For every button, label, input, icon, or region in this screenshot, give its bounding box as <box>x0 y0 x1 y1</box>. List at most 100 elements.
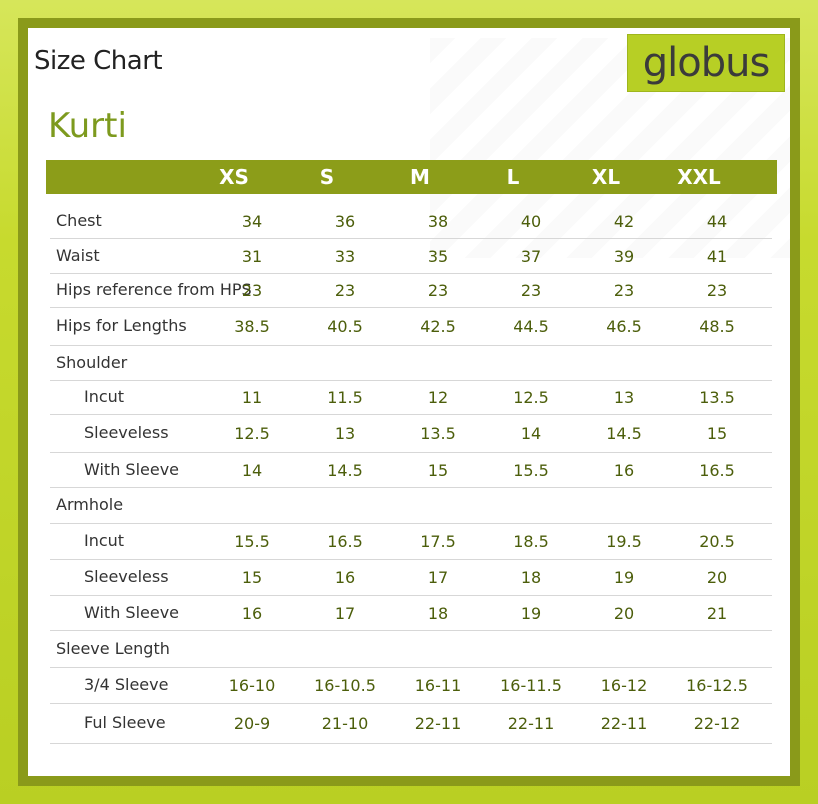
cell-value: 15 <box>706 424 728 443</box>
row-divider <box>50 559 772 560</box>
table-row: Hips reference from HPS 23 23 23 23 23 23 <box>50 274 772 308</box>
cell-value: 15.5 <box>234 532 270 551</box>
cell-value: 42 <box>613 211 635 231</box>
column-header-l: L <box>506 165 520 189</box>
cell-value: 15 <box>241 568 263 587</box>
cell-value: 14.5 <box>606 424 642 443</box>
cell-value: 40.5 <box>327 317 363 336</box>
row-label: Waist <box>56 245 100 265</box>
cell-value: 12.5 <box>513 388 549 407</box>
row-label: Incut <box>84 531 125 550</box>
row-divider <box>50 273 772 274</box>
cell-value: 17 <box>334 603 356 623</box>
row-label: With Sleeve <box>84 459 180 479</box>
row-label: 3/4 Sleeve <box>84 675 169 694</box>
cell-value: 13.5 <box>420 424 456 443</box>
cell-value: 13 <box>334 424 356 443</box>
brand-logo: globus <box>627 34 785 92</box>
table-row: Shoulder <box>50 346 772 381</box>
cell-value: 11.5 <box>327 388 363 407</box>
page-title: Size Chart <box>34 46 163 76</box>
row-divider <box>50 307 772 308</box>
product-name: Kurti <box>48 106 127 146</box>
row-label: Sleeve Length <box>56 638 170 658</box>
cell-value: 16-10 <box>228 676 276 695</box>
row-label: Ful Sleeve <box>84 713 166 732</box>
table-row: Sleeve Length <box>50 631 772 668</box>
cell-value: 15.5 <box>513 460 549 480</box>
table-row: With Sleeve 14 14.5 15 15.5 16 16.5 <box>50 453 772 488</box>
cell-value: 37 <box>520 246 542 266</box>
row-divider <box>50 414 772 415</box>
cell-value: 13.5 <box>699 388 735 407</box>
cell-value: 20 <box>613 603 635 623</box>
cell-value: 44 <box>706 211 728 231</box>
cell-value: 21-10 <box>321 714 369 733</box>
cell-value: 16.5 <box>699 460 735 480</box>
cell-value: 48.5 <box>699 317 735 336</box>
table-row: Sleeveless 15 16 17 18 19 20 <box>50 560 772 596</box>
cell-value: 14 <box>241 460 263 480</box>
cell-value: 16-10.5 <box>314 676 376 695</box>
cell-value: 23 <box>706 281 728 300</box>
column-header-xl: XL <box>591 165 621 189</box>
row-divider <box>50 523 772 524</box>
cell-value: 33 <box>334 246 356 266</box>
cell-value: 19.5 <box>606 532 642 551</box>
cell-value: 18.5 <box>513 532 549 551</box>
cell-value: 39 <box>613 246 635 266</box>
row-divider <box>50 703 772 704</box>
cell-value: 46.5 <box>606 317 642 336</box>
column-header-s: S <box>319 165 335 189</box>
cell-value: 16.5 <box>327 532 363 551</box>
cell-value: 23 <box>613 281 635 300</box>
cell-value: 31 <box>241 246 263 266</box>
cell-value: 20.5 <box>699 532 735 551</box>
column-header-m: M <box>410 165 430 189</box>
cell-value: 13 <box>613 388 635 407</box>
column-header-xxl: XXL <box>677 165 721 189</box>
cell-value: 36 <box>334 211 356 231</box>
cell-value: 23 <box>334 281 356 300</box>
cell-value: 16-12 <box>600 676 648 695</box>
row-divider <box>50 487 772 488</box>
row-label: Incut <box>84 387 125 406</box>
cell-value: 23 <box>241 281 263 300</box>
row-label: Armhole <box>56 495 124 514</box>
table-row: Hips for Lengths 38.5 40.5 42.5 44.5 46.5 48.5 <box>50 308 772 346</box>
cell-value: 16 <box>334 568 356 587</box>
row-label: Sleeveless <box>84 423 169 442</box>
column-header-xs: XS <box>219 165 249 189</box>
cell-value: 18 <box>427 603 449 623</box>
cell-value: 44.5 <box>513 317 549 336</box>
cell-value: 21 <box>706 603 728 623</box>
table-row: With Sleeve 16 17 18 19 20 21 <box>50 596 772 631</box>
cell-value: 19 <box>520 603 542 623</box>
cell-value: 20 <box>706 568 728 587</box>
row-divider <box>50 667 772 668</box>
table-row: Chest 34 36 38 40 42 44 <box>50 204 772 239</box>
table-row: Incut 11 11.5 12 12.5 13 13.5 <box>50 381 772 415</box>
brand-logo-text: globus <box>642 40 771 86</box>
row-divider <box>50 743 772 744</box>
row-divider <box>50 238 772 239</box>
row-label: Shoulder <box>56 352 128 372</box>
cell-value: 16-12.5 <box>686 676 748 695</box>
row-divider <box>50 452 772 453</box>
cell-value: 12 <box>427 388 449 407</box>
cell-value: 12.5 <box>234 424 270 443</box>
cell-value: 38 <box>427 211 449 231</box>
cell-value: 23 <box>427 281 449 300</box>
table-header: XS S M L XL XXL <box>46 160 777 194</box>
cell-value: 16 <box>613 460 635 480</box>
row-divider <box>50 345 772 346</box>
cell-value: 38.5 <box>234 317 270 336</box>
row-label: Chest <box>56 210 102 230</box>
cell-value: 23 <box>520 281 542 300</box>
size-chart-panel: Size Chart Kurti globus XS S M L XL XXL Chest… <box>28 28 790 776</box>
row-divider <box>50 595 772 596</box>
table-row: Ful Sleeve 20-9 21-10 22-11 22-11 22-11 22-12 <box>50 704 772 744</box>
table-row: Incut 15.5 16.5 17.5 18.5 19.5 20.5 <box>50 524 772 560</box>
row-label: With Sleeve <box>84 602 180 622</box>
